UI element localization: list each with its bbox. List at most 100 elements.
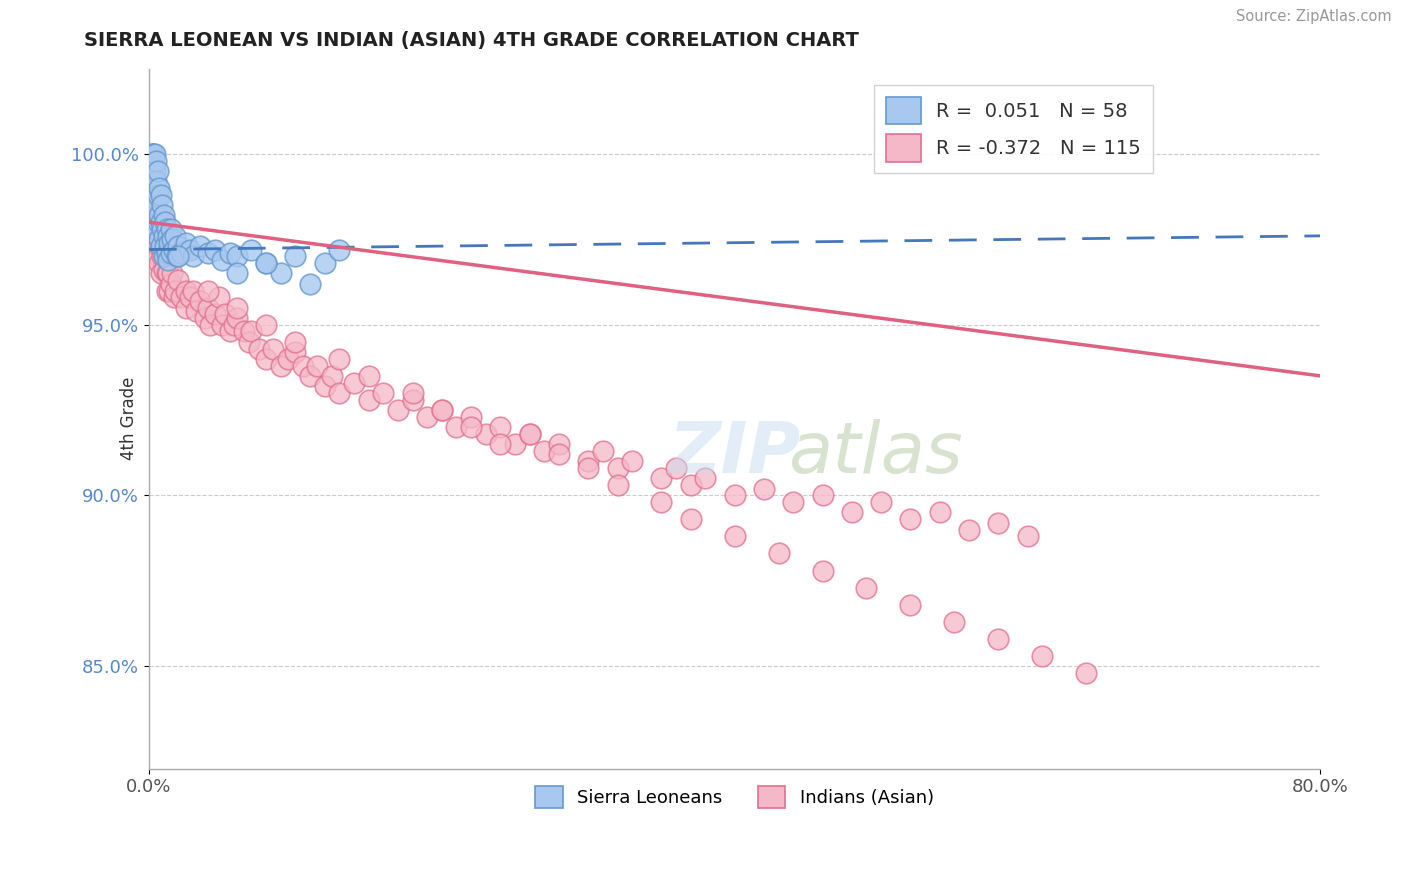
- Point: [163, 243, 186, 257]
- Point: [149, 187, 172, 202]
- Point: [533, 444, 555, 458]
- Point: [314, 379, 336, 393]
- Point: [519, 426, 541, 441]
- Point: [145, 232, 167, 246]
- Point: [254, 351, 277, 366]
- Point: [167, 239, 190, 253]
- Point: [247, 342, 270, 356]
- Point: [321, 368, 343, 383]
- Point: [460, 420, 482, 434]
- Point: [152, 239, 174, 253]
- Point: [165, 284, 187, 298]
- Point: [167, 249, 190, 263]
- Point: [548, 447, 571, 461]
- Point: [153, 249, 176, 263]
- Point: [155, 267, 177, 281]
- Point: [142, 147, 165, 161]
- Text: ZIP: ZIP: [669, 419, 801, 488]
- Point: [149, 239, 172, 253]
- Point: [811, 488, 834, 502]
- Point: [142, 147, 165, 161]
- Point: [174, 301, 197, 315]
- Point: [679, 478, 702, 492]
- Point: [291, 359, 314, 373]
- Point: [373, 386, 395, 401]
- Point: [665, 461, 688, 475]
- Point: [724, 529, 747, 543]
- Point: [149, 215, 172, 229]
- Point: [943, 615, 966, 629]
- Point: [841, 506, 863, 520]
- Point: [503, 437, 526, 451]
- Point: [299, 277, 322, 291]
- Point: [146, 187, 169, 202]
- Point: [460, 409, 482, 424]
- Point: [225, 267, 247, 281]
- Point: [143, 164, 166, 178]
- Point: [148, 208, 170, 222]
- Point: [928, 506, 950, 520]
- Point: [150, 222, 173, 236]
- Point: [152, 208, 174, 222]
- Point: [197, 246, 219, 260]
- Point: [167, 273, 190, 287]
- Point: [606, 478, 628, 492]
- Point: [162, 267, 184, 281]
- Point: [165, 228, 187, 243]
- Y-axis label: 4th Grade: 4th Grade: [120, 377, 138, 460]
- Point: [576, 461, 599, 475]
- Point: [900, 598, 922, 612]
- Text: atlas: atlas: [787, 419, 963, 488]
- Point: [150, 198, 173, 212]
- Point: [145, 198, 167, 212]
- Point: [211, 318, 233, 332]
- Point: [159, 235, 181, 250]
- Point: [576, 454, 599, 468]
- Point: [284, 249, 307, 263]
- Point: [170, 290, 193, 304]
- Point: [152, 228, 174, 243]
- Point: [1017, 529, 1039, 543]
- Point: [179, 290, 201, 304]
- Point: [254, 256, 277, 270]
- Point: [181, 284, 204, 298]
- Point: [284, 334, 307, 349]
- Point: [155, 222, 177, 236]
- Point: [679, 512, 702, 526]
- Point: [811, 564, 834, 578]
- Point: [145, 174, 167, 188]
- Text: Source: ZipAtlas.com: Source: ZipAtlas.com: [1236, 9, 1392, 24]
- Point: [357, 392, 380, 407]
- Point: [752, 482, 775, 496]
- Point: [430, 403, 453, 417]
- Point: [184, 304, 207, 318]
- Point: [650, 495, 672, 509]
- Legend: Sierra Leoneans, Indians (Asian): Sierra Leoneans, Indians (Asian): [529, 779, 941, 815]
- Point: [153, 215, 176, 229]
- Point: [957, 523, 980, 537]
- Point: [145, 222, 167, 236]
- Point: [240, 325, 263, 339]
- Point: [160, 277, 183, 291]
- Point: [163, 290, 186, 304]
- Point: [225, 249, 247, 263]
- Point: [208, 290, 231, 304]
- Point: [218, 325, 240, 339]
- Point: [197, 284, 219, 298]
- Point: [148, 181, 170, 195]
- Point: [146, 222, 169, 236]
- Point: [1031, 648, 1053, 663]
- Point: [174, 235, 197, 250]
- Point: [143, 187, 166, 202]
- Point: [152, 249, 174, 263]
- Point: [277, 351, 299, 366]
- Point: [156, 267, 179, 281]
- Point: [870, 495, 893, 509]
- Point: [170, 246, 193, 260]
- Point: [724, 488, 747, 502]
- Point: [328, 386, 350, 401]
- Point: [148, 256, 170, 270]
- Point: [204, 307, 226, 321]
- Point: [343, 376, 366, 390]
- Point: [900, 512, 922, 526]
